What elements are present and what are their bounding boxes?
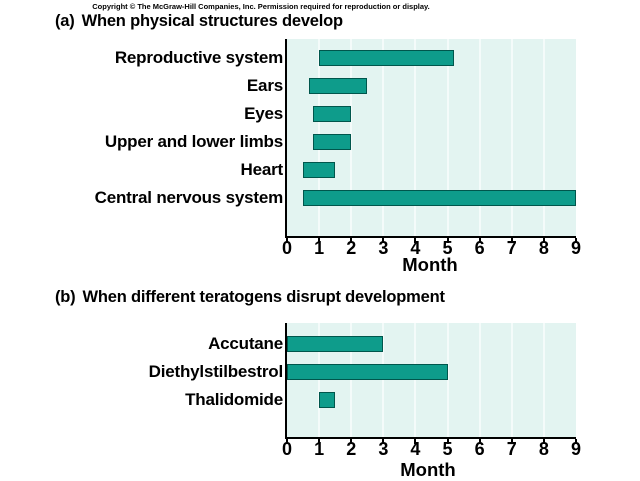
x-axis-tick bbox=[414, 439, 417, 444]
category-label: Upper and lower limbs bbox=[104, 132, 283, 151]
bar-accutane bbox=[287, 336, 384, 352]
x-axis-tick bbox=[542, 238, 545, 243]
chart-a-plot-area bbox=[285, 39, 576, 238]
month-gridline bbox=[446, 39, 449, 236]
x-axis-tick bbox=[446, 439, 449, 444]
copyright-notice: Copyright © The McGraw-Hill Companies, I… bbox=[92, 2, 430, 11]
category-label: Accutane bbox=[208, 334, 283, 353]
x-tick-label: 1 bbox=[314, 439, 325, 459]
month-gridline bbox=[350, 323, 353, 437]
month-gridline bbox=[318, 323, 321, 437]
chart-b-title-text: When different teratogens disrupt develo… bbox=[82, 288, 445, 306]
x-axis-tick bbox=[575, 439, 577, 444]
x-tick-label: 1 bbox=[314, 238, 325, 258]
x-tick-label: 4 bbox=[410, 439, 421, 459]
x-tick-label: 3 bbox=[378, 439, 389, 459]
bar-reproductive-system bbox=[319, 50, 454, 66]
chart-b-title-prefix: (b) bbox=[55, 288, 76, 306]
month-gridline bbox=[510, 323, 513, 437]
bar-heart bbox=[303, 162, 336, 178]
chart-b-plot-area bbox=[285, 323, 576, 439]
x-axis-tick bbox=[318, 238, 321, 243]
category-label: Eyes bbox=[244, 104, 283, 123]
month-gridline bbox=[414, 39, 417, 236]
x-tick-label: 3 bbox=[378, 238, 389, 258]
x-tick-label: 9 bbox=[570, 238, 581, 258]
x-axis-tick bbox=[286, 439, 288, 444]
x-tick-label: 5 bbox=[442, 439, 453, 459]
bar-ears bbox=[309, 78, 368, 94]
bar-eyes bbox=[312, 106, 352, 122]
x-axis-tick bbox=[542, 439, 545, 444]
x-axis-tick bbox=[286, 238, 288, 243]
x-tick-label: 2 bbox=[346, 238, 357, 258]
month-gridline bbox=[446, 323, 449, 437]
x-tick-label: 0 bbox=[281, 439, 292, 459]
chart-b-title: (b) When different teratogens disrupt dev… bbox=[55, 288, 445, 307]
x-tick-label: 6 bbox=[474, 238, 485, 258]
category-label: Ears bbox=[246, 76, 283, 95]
x-tick-label: 5 bbox=[442, 238, 453, 258]
chart-a-x-axis-label: Month bbox=[402, 254, 458, 275]
month-gridline bbox=[478, 39, 481, 236]
x-tick-label: 7 bbox=[506, 238, 517, 258]
x-tick-label: 9 bbox=[570, 439, 581, 459]
x-tick-label: 2 bbox=[346, 439, 357, 459]
month-gridline bbox=[414, 323, 417, 437]
month-gridline bbox=[542, 323, 545, 437]
x-axis-tick bbox=[575, 238, 577, 243]
x-axis-tick bbox=[414, 238, 417, 243]
x-axis-tick bbox=[382, 238, 385, 243]
x-tick-label: 7 bbox=[506, 439, 517, 459]
category-label: Thalidomide bbox=[185, 389, 283, 409]
x-axis-tick bbox=[350, 238, 353, 243]
x-axis-tick bbox=[510, 439, 513, 444]
category-label: Diethylstilbestrol bbox=[148, 361, 284, 381]
x-axis-tick bbox=[350, 439, 353, 444]
bar-upper-and-lower-limbs bbox=[312, 134, 352, 150]
chart-a-title-prefix: (a) bbox=[55, 12, 75, 30]
category-label: Heart bbox=[240, 160, 284, 179]
x-axis-tick bbox=[478, 238, 481, 243]
category-label: Reproductive system bbox=[114, 48, 283, 67]
chart-b-x-axis-label: Month bbox=[400, 459, 456, 480]
x-tick-label: 4 bbox=[410, 238, 421, 258]
bar-diethylstilbestrol bbox=[287, 363, 448, 380]
x-axis-tick bbox=[382, 439, 385, 444]
month-gridline bbox=[350, 39, 353, 236]
category-label: Central nervous system bbox=[94, 188, 284, 207]
month-gridline bbox=[382, 39, 385, 236]
x-axis-tick bbox=[478, 439, 481, 444]
bar-thalidomide bbox=[319, 391, 336, 408]
chart-a-title-text: When physical structures develop bbox=[81, 12, 344, 30]
month-gridline bbox=[382, 323, 385, 437]
x-tick-label: 6 bbox=[474, 439, 485, 459]
month-gridline bbox=[542, 39, 545, 236]
bar-central-nervous-system bbox=[303, 190, 576, 206]
x-axis-tick bbox=[446, 238, 449, 243]
x-tick-label: 0 bbox=[281, 238, 292, 258]
x-axis-tick bbox=[318, 439, 321, 444]
x-axis-tick bbox=[510, 238, 513, 243]
month-gridline bbox=[478, 323, 481, 437]
chart-a-title: (a) When physical structures develop bbox=[55, 12, 343, 31]
month-gridline bbox=[510, 39, 513, 236]
x-tick-label: 8 bbox=[538, 439, 549, 459]
x-tick-label: 8 bbox=[538, 238, 549, 258]
